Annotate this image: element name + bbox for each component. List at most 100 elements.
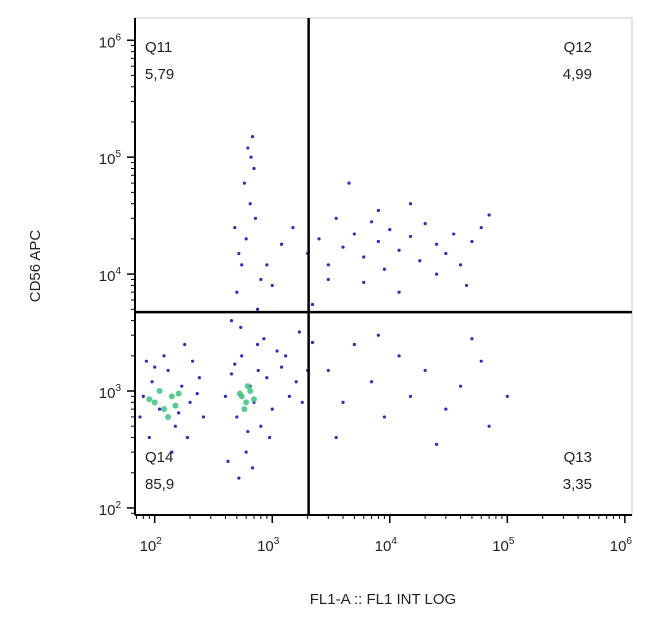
point bbox=[240, 354, 244, 358]
point bbox=[226, 459, 230, 464]
point bbox=[397, 248, 401, 252]
dense-point bbox=[175, 390, 182, 397]
point bbox=[244, 450, 248, 454]
point bbox=[150, 380, 154, 384]
point bbox=[262, 337, 266, 341]
point bbox=[408, 202, 413, 206]
tick-label: 106 bbox=[610, 536, 633, 555]
dense-point bbox=[165, 413, 172, 420]
point bbox=[418, 259, 422, 263]
tick-label: 105 bbox=[99, 149, 122, 168]
point bbox=[246, 429, 250, 434]
point bbox=[259, 277, 263, 282]
point bbox=[250, 466, 255, 470]
point bbox=[341, 400, 345, 404]
point bbox=[300, 400, 304, 404]
tick-exponent: 4 bbox=[115, 266, 121, 277]
point bbox=[382, 267, 386, 271]
point bbox=[265, 263, 269, 267]
point bbox=[479, 359, 483, 363]
point bbox=[253, 216, 258, 220]
point bbox=[275, 349, 279, 353]
quadrant-name: Q14 bbox=[145, 449, 173, 466]
point bbox=[352, 342, 356, 347]
point bbox=[310, 302, 315, 307]
point bbox=[326, 368, 330, 373]
dense-point bbox=[168, 393, 175, 400]
tick-exponent: 5 bbox=[115, 149, 121, 160]
tick-exponent: 6 bbox=[626, 536, 632, 547]
point bbox=[239, 325, 243, 329]
dense-point bbox=[244, 383, 251, 390]
point bbox=[369, 220, 374, 224]
tick-label: 102 bbox=[140, 536, 163, 555]
point bbox=[201, 415, 206, 419]
point bbox=[235, 415, 239, 419]
point bbox=[233, 362, 237, 366]
point bbox=[452, 232, 456, 236]
tick-exponent: 6 bbox=[115, 32, 121, 43]
point bbox=[317, 237, 321, 241]
point bbox=[326, 263, 330, 267]
point bbox=[233, 225, 237, 230]
point bbox=[229, 319, 234, 323]
point bbox=[147, 435, 151, 440]
point bbox=[464, 283, 469, 288]
dense-point bbox=[243, 399, 250, 406]
tick-base: 10 bbox=[99, 151, 116, 168]
point bbox=[458, 384, 463, 388]
point bbox=[423, 368, 427, 373]
point bbox=[268, 435, 272, 440]
tick-base: 10 bbox=[99, 268, 116, 285]
point bbox=[162, 354, 166, 358]
point bbox=[362, 280, 366, 284]
point bbox=[244, 237, 248, 241]
point bbox=[470, 337, 474, 341]
tick-exponent: 2 bbox=[115, 500, 121, 511]
quadrant-name: Q12 bbox=[564, 39, 592, 56]
point bbox=[248, 202, 252, 206]
tick-exponent: 3 bbox=[115, 383, 121, 394]
tick-label: 104 bbox=[99, 266, 122, 285]
dense-point bbox=[172, 402, 179, 409]
point bbox=[294, 380, 298, 384]
point bbox=[170, 450, 174, 454]
point bbox=[255, 307, 260, 311]
point bbox=[444, 407, 448, 411]
quadrant-percent: 3,35 bbox=[563, 476, 592, 493]
point bbox=[434, 272, 439, 276]
quadrant-percent: 4,99 bbox=[563, 66, 592, 83]
tick-base: 10 bbox=[140, 538, 157, 555]
point bbox=[235, 290, 239, 294]
point bbox=[259, 424, 263, 428]
point bbox=[434, 442, 439, 446]
point bbox=[185, 435, 190, 440]
point bbox=[444, 251, 448, 256]
tick-label: 103 bbox=[99, 383, 122, 402]
tick-base: 10 bbox=[257, 538, 274, 555]
point bbox=[195, 392, 199, 396]
point bbox=[287, 394, 292, 398]
point bbox=[265, 376, 269, 380]
point bbox=[240, 263, 244, 267]
point bbox=[397, 290, 401, 294]
point bbox=[197, 376, 201, 380]
point bbox=[237, 476, 241, 480]
point bbox=[434, 242, 439, 246]
point bbox=[326, 277, 330, 282]
quadrant-percent: 85,9 bbox=[145, 476, 174, 493]
point bbox=[256, 368, 260, 373]
point bbox=[166, 368, 170, 373]
point bbox=[341, 245, 345, 249]
tick-base: 10 bbox=[99, 34, 116, 51]
quadrant-name: Q13 bbox=[564, 449, 592, 466]
point bbox=[479, 225, 483, 230]
tick-exponent: 4 bbox=[391, 536, 397, 547]
point bbox=[352, 232, 356, 236]
x-axis-label: FL1-A :: FL1 INT LOG bbox=[310, 591, 456, 608]
point bbox=[153, 365, 157, 369]
point bbox=[246, 146, 250, 150]
point bbox=[270, 283, 274, 288]
point bbox=[347, 181, 351, 185]
